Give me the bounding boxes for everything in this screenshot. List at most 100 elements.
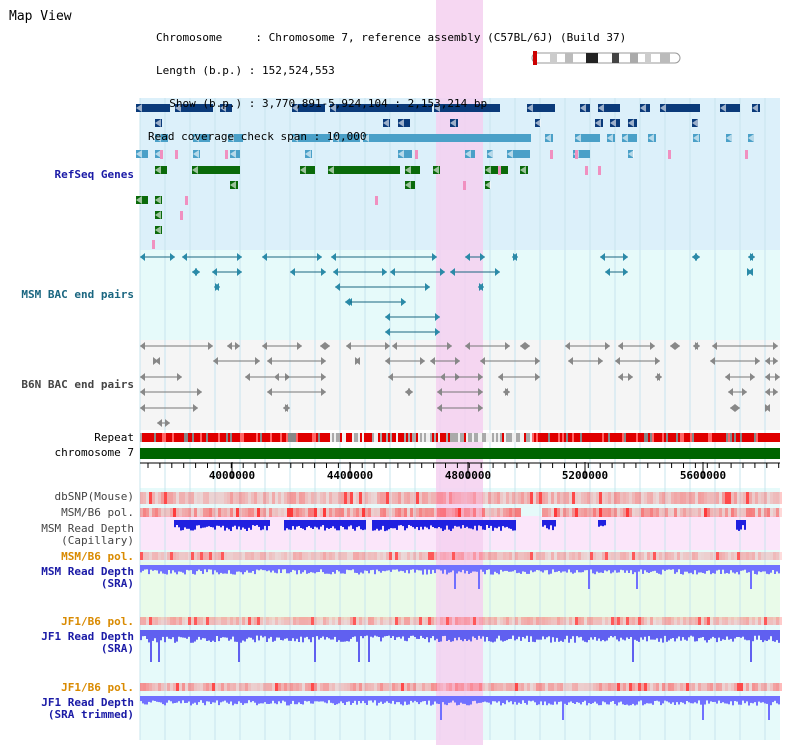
jf1-pol2-cell (470, 683, 473, 691)
repeat-cell (228, 433, 230, 442)
repeat-cell (352, 433, 354, 442)
msm-sra-depth-bar (172, 565, 174, 571)
jf1-sra-depth-bar (420, 630, 422, 636)
msm-sra-depth-bar (660, 565, 662, 575)
jf1-trim-depth-bar (466, 696, 468, 706)
msm-pol2-cell (701, 552, 704, 560)
bac-end-icon (765, 373, 770, 381)
jf1-pol2-cell (197, 683, 200, 691)
dbsnp-cell (227, 492, 230, 504)
jf1-pol-cell (668, 617, 671, 625)
msm-pol-cell (311, 508, 314, 517)
jf1-trim-depth-bar (730, 696, 732, 702)
msm-cap-depth-bar (740, 520, 742, 530)
jf1-trim-depth-bar (420, 696, 422, 703)
jf1-pol-cell (458, 617, 461, 625)
jf1-trim-depth-bar (352, 696, 354, 703)
jf1-pol-cell (446, 617, 449, 625)
jf1-trim-depth-bar (254, 696, 256, 703)
bac-end-icon (432, 253, 437, 261)
jf1-pol2-cell (716, 683, 719, 691)
repeat-cell (156, 433, 158, 442)
msm-pol2-cell (149, 552, 152, 560)
msm-pol2-cell (632, 552, 635, 560)
msm-pol-cell (563, 508, 566, 517)
dbsnp-cell (140, 492, 143, 504)
jf1-b6-pol-label-1[interactable]: JF1/B6 pol. (61, 615, 134, 628)
dbsnp-label[interactable]: dbSNP(Mouse) (54, 490, 134, 503)
chromosome-ideogram-icon[interactable] (531, 51, 681, 65)
jf1-sra-depth-bar (470, 630, 472, 642)
jf1-read-depth-trimmed-label[interactable]: JF1 Read Depth (SRA trimmed) (41, 697, 134, 721)
msm-pol2-cell (356, 552, 359, 560)
msm-pol2-cell (440, 552, 443, 560)
jf1-pol2-cell (254, 683, 257, 691)
msm-sra-depth-bar (720, 565, 722, 574)
msm-bac-label[interactable]: MSM BAC end pairs (21, 288, 134, 301)
jf1-pol2-cell (761, 683, 764, 691)
msm-sra-depth-bar (290, 565, 292, 573)
msm-read-depth-capillary-label[interactable]: MSM Read Depth (Capillary) (41, 523, 134, 547)
dbsnp-cell (161, 492, 164, 504)
msm-b6-pol-label-1[interactable]: MSM/B6 pol. (61, 506, 134, 519)
jf1-pol-cell (251, 617, 254, 625)
jf1-trim-depth-bar (190, 696, 192, 706)
msm-cap-depth-bar (240, 520, 242, 530)
bac-end-icon (255, 357, 260, 365)
jf1-trim-depth-bar (170, 696, 172, 702)
jf1-trim-depth-bar (398, 696, 400, 703)
jf1-trim-depth-bar (602, 696, 604, 702)
msm-sra-depth-bar (706, 565, 708, 571)
jf1-pol-cell (707, 617, 710, 625)
jf1-trim-depth-bar (580, 696, 582, 705)
jf1-read-depth-sra-label[interactable]: JF1 Read Depth (SRA) (41, 631, 134, 655)
repeat-cell (426, 433, 428, 442)
dbsnp-cell (254, 492, 257, 504)
jf1-sra-depth-bar (700, 630, 702, 638)
jf1-sra-depth-bar (594, 630, 596, 637)
jf1-pol2-cell (335, 683, 338, 691)
dbsnp-cell (431, 492, 434, 504)
jf1-b6-pol-label-2[interactable]: JF1/B6 pol. (61, 681, 134, 694)
bac-end-icon (520, 342, 525, 350)
repeat-cell (764, 433, 766, 442)
refseq-genes-label[interactable]: RefSeq Genes (54, 168, 134, 181)
repeat-cell (570, 433, 572, 442)
msm-pol2-cell (758, 552, 761, 560)
jf1-trim-depth-bar (282, 696, 284, 701)
msm-pol-cell (485, 508, 488, 517)
repeat-cell (384, 433, 386, 442)
msm-cap-depth-bar (412, 520, 414, 528)
b6n-bac-label[interactable]: B6N BAC end pairs (21, 378, 134, 391)
axis-tick-label: 4800000 (445, 469, 491, 482)
jf1-pol-cell (440, 617, 443, 625)
msm-read-depth-sra-label[interactable]: MSM Read Depth (SRA) (41, 566, 134, 590)
msm-pol-cell (362, 508, 365, 517)
jf1-pol2-cell (275, 683, 278, 691)
jf1-pol2-cell (449, 683, 452, 691)
jf1-sra-depth-bar (600, 630, 602, 642)
repeat-cell (434, 433, 436, 442)
repeat-cell (746, 433, 748, 442)
msm-pol2-cell (605, 552, 608, 560)
repeat-label[interactable]: Repeat (94, 431, 134, 444)
msm-b6-pol-label-2[interactable]: MSM/B6 pol. (61, 550, 134, 563)
jf1-trim-depth-bar (432, 696, 434, 705)
repeat-cell (678, 433, 680, 442)
repeat-cell (326, 433, 328, 442)
msm-pol2-cell (497, 552, 500, 560)
gene-arrow-icon (434, 104, 440, 112)
jf1-trim-depth-bar (240, 696, 242, 703)
transcript-tick (575, 150, 578, 159)
msm-sra-depth-bar (718, 565, 720, 570)
jf1-trim-depth-bar (630, 696, 632, 706)
jf1-pol-cell (581, 617, 584, 625)
repeat-cell (488, 433, 490, 442)
msm-sra-depth-bar (504, 565, 506, 571)
msm-pol-cell (605, 508, 608, 517)
bac-end-icon (320, 342, 325, 350)
jf1-pol-cell (737, 617, 740, 625)
jf1-sra-depth-bar (296, 630, 298, 639)
jf1-pol-cell (608, 617, 611, 625)
